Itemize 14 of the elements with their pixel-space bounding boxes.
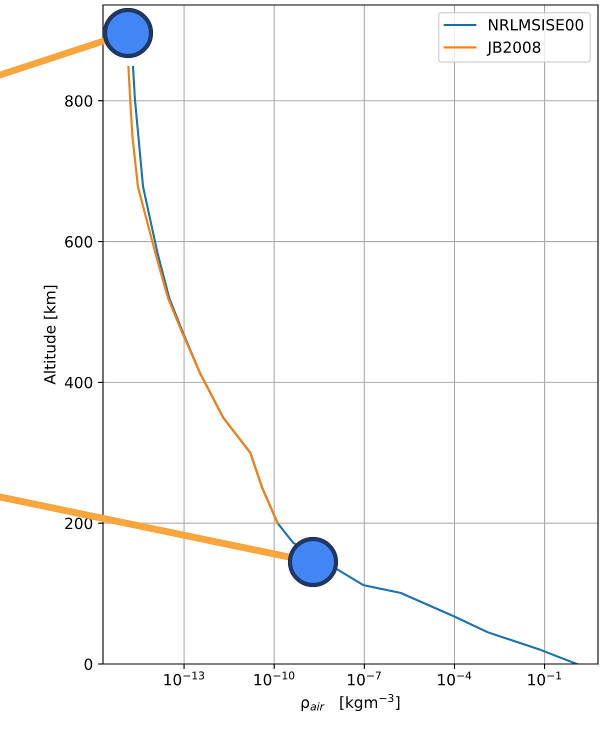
text: ρ$_{air}$ [kgm$^{−3}$] (302, 694, 400, 712)
legend-label: JB2008 (486, 41, 540, 56)
y-tick-label: 200 (65, 518, 92, 530)
legend-label: NRLMSISE00 (489, 19, 584, 31)
y-tick-label: 400 (64, 376, 92, 388)
x-tick-label: 10$^{−13}$ (164, 671, 204, 686)
x-tick-label: 10$^{−4}$ (438, 672, 472, 686)
y-axis-title: Altitude [km] (44, 286, 58, 384)
y-tick-label: 0 (84, 658, 92, 670)
y-tick-label: 600 (65, 236, 92, 248)
x-tick-label: 10$^{−10}$ (254, 671, 294, 686)
y-tick-label: 800 (65, 95, 92, 107)
x-tick-label: 10$^{−7}$ (348, 672, 381, 686)
x-tick-label: 10$^{−1}$ (528, 672, 561, 686)
